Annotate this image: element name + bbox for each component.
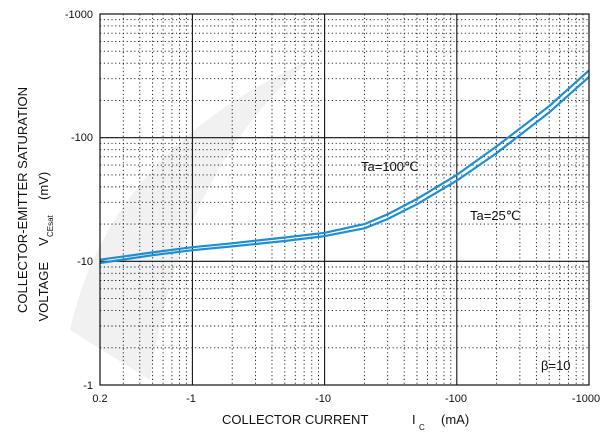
y-axis-symbol-sub: CEsat (46, 214, 55, 237)
x-tick-label: -10 (315, 393, 331, 405)
y-tick-label: -1000 (65, 9, 93, 21)
y-axis-symbol: V (36, 237, 51, 246)
y-axis-title-line1: COLLECTOR-EMITTER SATURATION (15, 87, 30, 313)
annotation-ta100: Ta=100℃ (361, 159, 419, 174)
grid (100, 14, 589, 385)
plot-frame (99, 13, 590, 386)
series-line-ta100 (99, 69, 590, 261)
x-tick-label: 0.2 (92, 393, 107, 405)
watermark-shape (70, 60, 310, 380)
y-axis-title-line2: VOLTAGE (36, 262, 51, 322)
x-axis-symbol-sub: C (419, 423, 425, 432)
y-tick-label: -10 (77, 256, 93, 268)
curves (99, 69, 590, 265)
x-tick-label: -1 (186, 393, 196, 405)
x-axis-symbol: I (412, 412, 416, 427)
x-tick-label: -1000 (572, 393, 600, 405)
y-tick-label: -100 (71, 132, 93, 144)
y-axis-unit: (mV) (36, 172, 51, 200)
annotation-ta25: Ta=25℃ (470, 208, 520, 223)
series-line-ta25 (99, 76, 590, 265)
y-tick-label: -1 (83, 380, 93, 392)
x-tick-label: -100 (445, 393, 467, 405)
x-axis-title: COLLECTOR CURRENT (222, 412, 368, 427)
x-axis-unit: (mA) (441, 412, 469, 427)
annotation-beta: β=10 (541, 358, 571, 373)
